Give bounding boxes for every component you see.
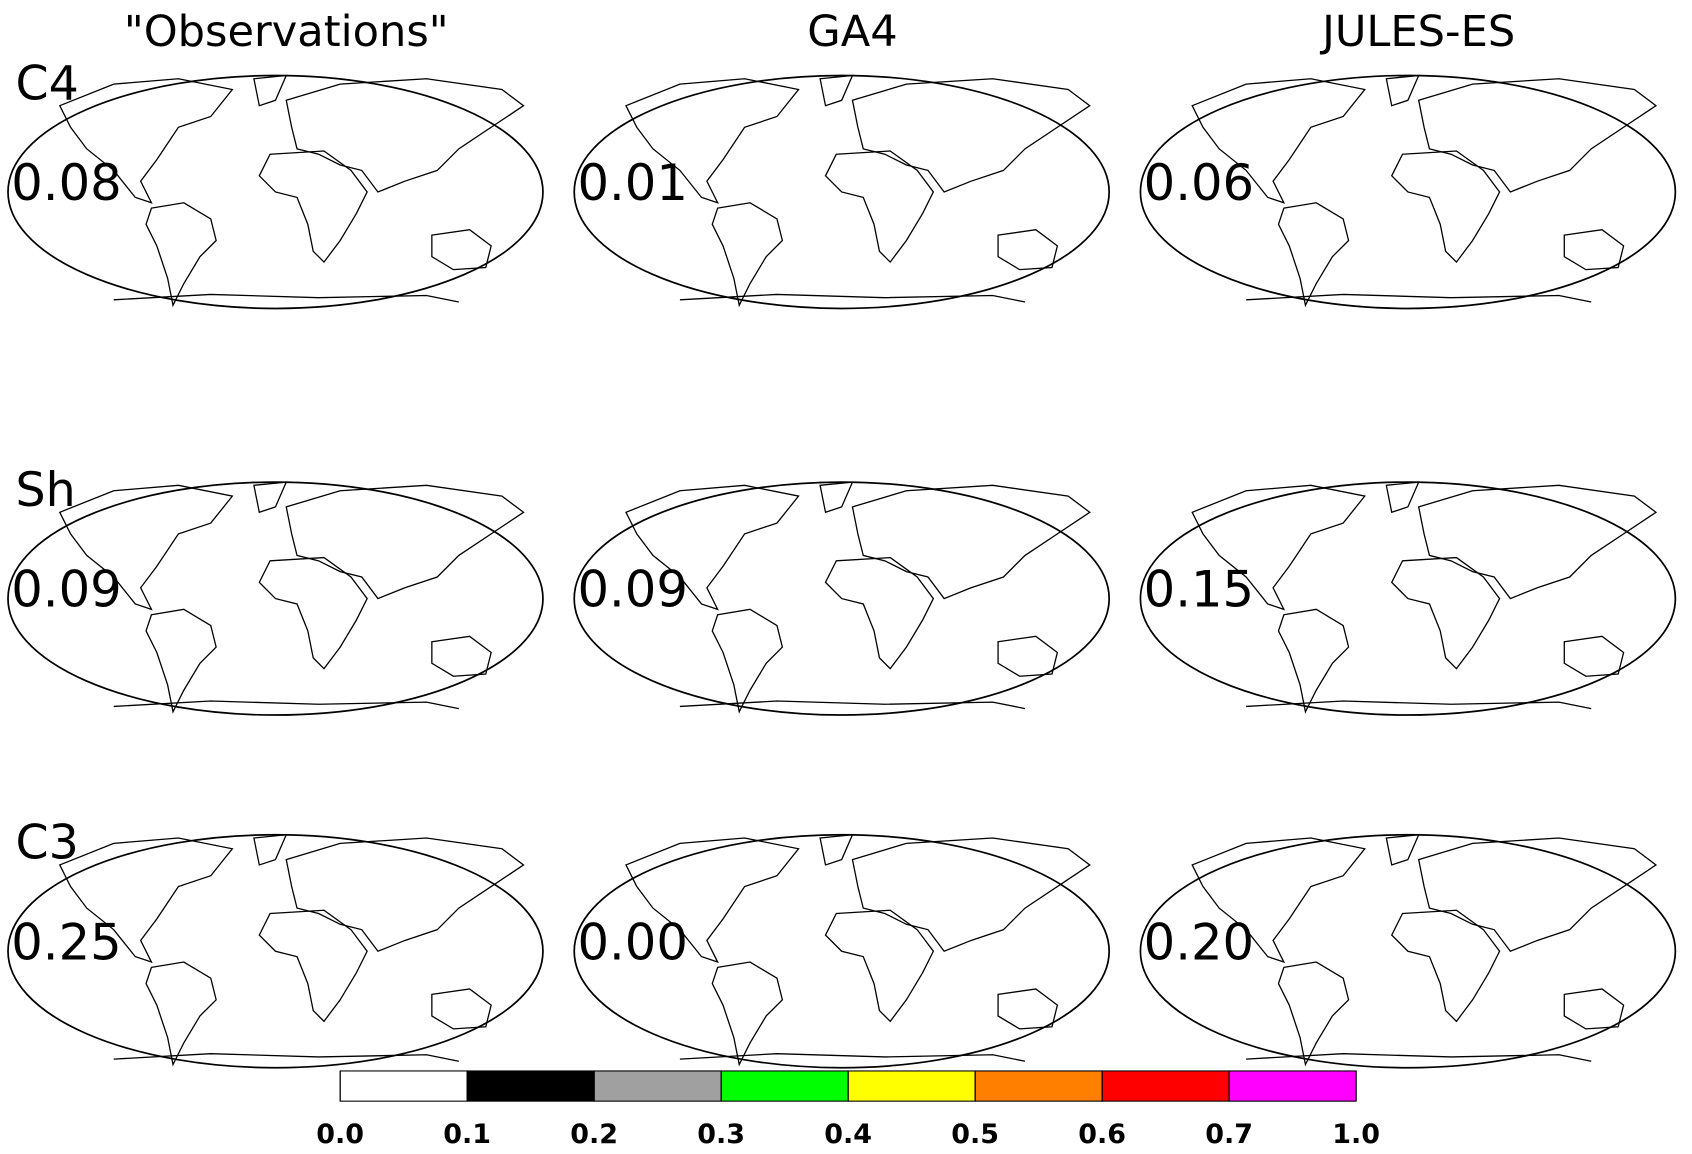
colorbar-segment (975, 1071, 1102, 1101)
panel-mean: 0.15 (1144, 561, 1254, 619)
colorbar-label: 0.6 (1078, 1119, 1126, 1150)
colorbar-label: 0.5 (951, 1119, 999, 1150)
panel-mean: 0.25 (11, 913, 121, 971)
column-title: GA4 (807, 7, 897, 57)
panel-mean: 0.08 (11, 154, 121, 212)
colorbar-segment (467, 1071, 594, 1101)
figure: "Observations"GA4JULES-ESC40.080.010.06S… (0, 0, 1692, 1154)
colorbar-segment (1102, 1071, 1229, 1101)
panel-mean: 0.06 (1144, 154, 1254, 212)
panel-mean: 0.01 (577, 154, 687, 212)
colorbar-label: 0.7 (1205, 1119, 1253, 1150)
panel-mean: 0.09 (577, 561, 687, 619)
panel-mean: 0.00 (577, 913, 687, 971)
colorbar-label: 0.4 (824, 1119, 872, 1150)
row-label: C3 (16, 816, 79, 871)
colorbar-segment (594, 1071, 721, 1101)
colorbar-segment (721, 1071, 848, 1101)
panel-mean: 0.20 (1144, 913, 1254, 971)
colorbar-segment (848, 1071, 975, 1101)
row-label: C4 (16, 56, 79, 111)
column-title: JULES-ES (1319, 7, 1515, 57)
colorbar-label: 1.0 (1332, 1119, 1380, 1150)
colorbar-label: 0.3 (697, 1119, 745, 1150)
colorbar-segment (1229, 1071, 1356, 1101)
colorbar-segment (340, 1071, 467, 1101)
colorbar-label: 0.0 (316, 1119, 364, 1150)
column-title: "Observations" (124, 7, 449, 57)
colorbar-label: 0.2 (570, 1119, 618, 1150)
colorbar-label: 0.1 (443, 1119, 491, 1150)
panel-mean: 0.09 (11, 561, 121, 619)
